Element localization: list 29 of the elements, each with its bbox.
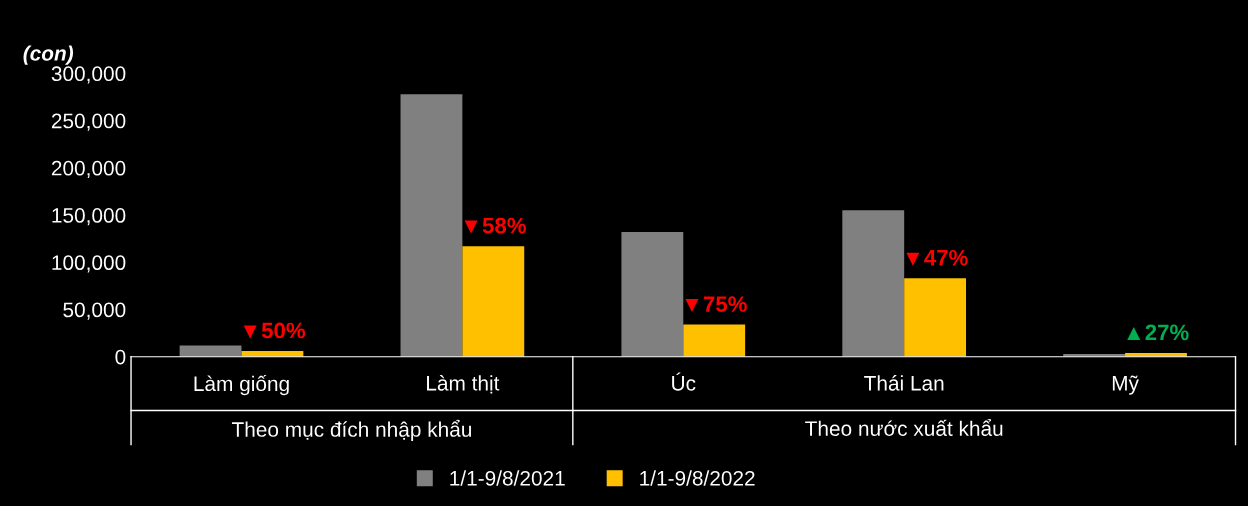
- x-tick-label: Thái Lan: [864, 375, 944, 391]
- x-tick-label: Úc: [672, 372, 696, 391]
- legend-label: 1/1-9/8/2021: [450, 470, 565, 486]
- bar: [462, 246, 525, 357]
- bar: [179, 345, 242, 357]
- x-tick-label: Mỹ: [1112, 375, 1139, 395]
- bar: [621, 232, 684, 357]
- legend-label: 1/1-9/8/2022: [640, 470, 755, 486]
- y-tick-label: 250,000: [51, 113, 126, 131]
- bar: [683, 324, 746, 357]
- text: Theo nước xuất khẩu: [805, 418, 1003, 436]
- annotation: ▼47%: [906, 249, 968, 266]
- annotation: ▼75%: [685, 296, 747, 312]
- y-axis-title: (con): [23, 45, 74, 65]
- bar: [842, 210, 905, 357]
- y-tick-label: 100,000: [52, 255, 126, 273]
- y-tick-label: 0: [115, 349, 126, 365]
- text: Theo mục đích nhập khẩu: [231, 419, 472, 441]
- bar: [904, 278, 967, 357]
- x-tick-label: Làm giống: [194, 374, 289, 396]
- bar: [400, 94, 463, 357]
- y-tick-label: 200,000: [51, 160, 126, 179]
- y-tick-label: 300,000: [51, 66, 126, 84]
- annotation: ▲27%: [1127, 324, 1189, 341]
- y-tick-label: 150,000: [52, 208, 126, 226]
- x-tick-label: Làm thịt: [427, 375, 500, 394]
- annotation: ▼50%: [243, 322, 306, 339]
- y-tick-label: 50,000: [63, 302, 126, 320]
- annotation: ▼58%: [464, 217, 526, 234]
